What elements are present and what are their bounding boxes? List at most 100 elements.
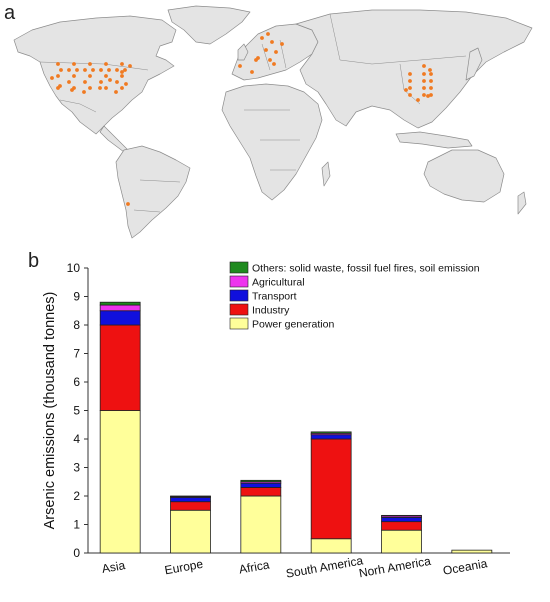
north-america — [13, 15, 177, 135]
y-tick-label: 5 — [73, 404, 80, 418]
bar-segment — [170, 497, 211, 503]
bar-segment — [240, 482, 282, 488]
site-dot — [83, 68, 87, 72]
site-dot — [238, 64, 242, 68]
bar-group-norh-america — [381, 514, 422, 554]
site-dot — [280, 42, 284, 46]
site-dot — [124, 82, 128, 86]
x-tick-label: Oceania — [442, 556, 489, 578]
y-tick-label: 8 — [73, 318, 80, 332]
bar-group-africa — [240, 479, 282, 554]
site-dot — [422, 79, 426, 83]
site-dot — [104, 74, 108, 78]
site-dot — [408, 86, 412, 90]
bar-segment — [99, 310, 141, 326]
continents — [13, 5, 533, 239]
site-dot — [272, 62, 276, 66]
site-dot — [88, 62, 92, 66]
greenland — [167, 5, 251, 45]
site-dot — [274, 50, 278, 54]
y-tick-label: 0 — [73, 546, 80, 560]
site-dot — [264, 48, 268, 52]
site-dot — [115, 68, 119, 72]
site-dot — [120, 70, 124, 74]
site-dot — [59, 68, 63, 72]
site-dot — [99, 68, 103, 72]
site-dot — [404, 88, 408, 92]
site-dot — [75, 68, 79, 72]
bar-group-europe — [170, 495, 211, 554]
site-dot — [428, 68, 432, 72]
legend-label: Agricultural — [252, 277, 305, 289]
x-tick-label: South America — [285, 553, 365, 580]
site-dot — [270, 40, 274, 44]
site-dot — [114, 90, 118, 94]
site-dot — [429, 86, 433, 90]
bar-segment — [381, 516, 422, 523]
site-dot — [56, 62, 60, 66]
site-dot — [67, 80, 71, 84]
bar-segment — [99, 410, 141, 554]
site-dot — [108, 78, 112, 82]
legend-swatch — [229, 275, 249, 288]
site-dot — [70, 88, 74, 92]
bar-segment — [240, 495, 282, 554]
legend-label: Others: solid waste, fossil fuel fires, … — [252, 263, 480, 275]
legend-swatch — [229, 317, 249, 330]
site-dot — [408, 79, 412, 83]
y-tick-label: 7 — [73, 347, 80, 361]
site-dot — [422, 64, 426, 68]
australia — [423, 149, 505, 203]
site-dot — [123, 68, 127, 72]
bar-segment — [310, 434, 352, 440]
site-dot — [426, 94, 430, 98]
world-map — [13, 5, 533, 239]
y-tick-label: 1 — [73, 518, 80, 532]
site-dot — [120, 62, 124, 66]
monitoring-site-dots — [50, 32, 433, 206]
legend-swatch — [229, 261, 249, 274]
site-dot — [422, 86, 426, 90]
bar-segment — [170, 509, 211, 554]
site-dot — [429, 93, 433, 97]
x-tick-label: Africa — [238, 557, 271, 576]
y-tick-label: 2 — [73, 489, 80, 503]
bar-segment — [310, 438, 352, 540]
bar-segment — [99, 301, 141, 306]
site-dot — [422, 72, 426, 76]
site-dot — [88, 74, 92, 78]
country-borders — [39, 13, 467, 213]
site-dot — [429, 79, 433, 83]
indonesia — [395, 131, 473, 149]
site-dot — [50, 76, 54, 80]
site-dot — [98, 86, 102, 90]
y-tick-label: 10 — [67, 261, 81, 275]
legend-label: Industry — [252, 305, 290, 317]
site-dot — [126, 202, 130, 206]
bar-group-asia — [99, 301, 141, 554]
y-tick-label: 3 — [73, 461, 80, 475]
site-dot — [72, 62, 76, 66]
uk — [237, 43, 249, 61]
site-dot — [408, 93, 412, 97]
site-dot — [56, 74, 60, 78]
site-dot — [422, 93, 426, 97]
legend-label: Transport — [252, 291, 297, 303]
site-dot — [58, 84, 62, 88]
site-dot — [429, 72, 433, 76]
site-dot — [268, 58, 272, 62]
central-america — [99, 125, 129, 153]
y-tick-label: 4 — [73, 432, 80, 446]
bar-segment — [381, 521, 422, 531]
site-dot — [128, 64, 132, 68]
bar-segment — [170, 501, 211, 511]
asia — [295, 9, 533, 129]
y-tick-label: 6 — [73, 375, 80, 389]
bar-segment — [170, 495, 211, 498]
bar-group-oceania — [451, 549, 493, 554]
site-dot — [408, 72, 412, 76]
panel-a-label: a — [4, 2, 16, 24]
site-dot — [88, 86, 92, 90]
bar-segment — [310, 538, 352, 554]
site-dot — [72, 74, 76, 78]
